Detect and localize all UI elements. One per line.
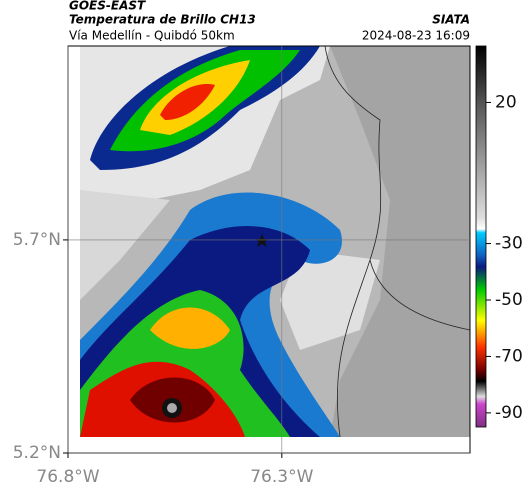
- city-marker: [255, 234, 269, 247]
- x-tick-label: 76.3°W: [250, 467, 313, 487]
- datetime: 2024-08-23 16:09: [362, 29, 470, 43]
- colorbar-tick-label: -50: [495, 290, 523, 310]
- title: GOES-EAST: [69, 0, 146, 13]
- subtitle: Temperatura de Brillo CH13: [69, 13, 256, 27]
- colorbar: [475, 45, 487, 428]
- x-tick-label: 76.8°W: [36, 467, 99, 487]
- y-tick-label: 5.7°N: [13, 230, 61, 250]
- imagery: [80, 46, 470, 437]
- colorbar-tick-label: -90: [495, 403, 523, 423]
- route: Vía Medellín - Quibdó 50km: [69, 29, 235, 43]
- source: SIATA: [432, 13, 470, 27]
- y-tick-label: 5.2°N: [13, 443, 61, 463]
- colorbar-tick-label: 20: [495, 92, 517, 112]
- colorbar-tick-label: -30: [495, 234, 523, 254]
- colorbar-tick-label: -70: [495, 346, 523, 366]
